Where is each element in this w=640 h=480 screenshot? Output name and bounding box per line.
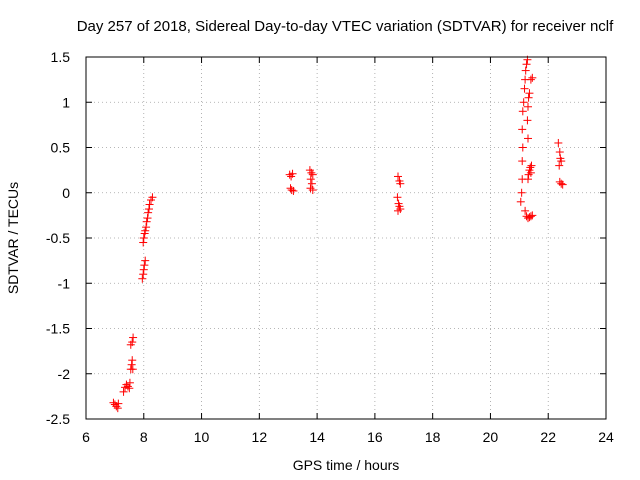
y-tick-label: 1 bbox=[62, 94, 70, 110]
data-point bbox=[306, 175, 315, 184]
data-point bbox=[524, 134, 532, 143]
data-point bbox=[145, 200, 154, 209]
data-point bbox=[139, 270, 148, 279]
data-point bbox=[127, 360, 136, 369]
data-point bbox=[143, 214, 152, 223]
data-point bbox=[524, 175, 532, 184]
x-tick-label: 18 bbox=[425, 429, 441, 445]
data-point bbox=[518, 107, 527, 116]
data-point bbox=[522, 60, 531, 69]
data-point bbox=[518, 125, 527, 134]
data-point bbox=[139, 234, 148, 242]
data-point bbox=[396, 179, 405, 188]
data-point bbox=[558, 180, 567, 189]
data-point bbox=[139, 265, 148, 274]
data-point bbox=[144, 208, 153, 217]
data-point bbox=[139, 238, 148, 247]
data-point bbox=[521, 66, 530, 75]
data-point bbox=[141, 226, 150, 235]
x-tick-label: 6 bbox=[82, 429, 90, 445]
data-point bbox=[288, 169, 297, 178]
data-point bbox=[287, 186, 296, 195]
data-point bbox=[526, 168, 535, 177]
data-point bbox=[308, 186, 317, 195]
data-point bbox=[528, 211, 537, 220]
data-point bbox=[557, 157, 566, 166]
data-point bbox=[516, 197, 525, 206]
data-point bbox=[524, 102, 532, 111]
data-point bbox=[289, 186, 298, 195]
data-point bbox=[523, 116, 532, 125]
data-point bbox=[141, 256, 150, 265]
data-point bbox=[526, 212, 535, 221]
y-ticks: -2.5 -2 -1.5 -1 -0.5 0 0.5 1 1.5 bbox=[46, 49, 606, 427]
data-point bbox=[528, 73, 537, 82]
data-point bbox=[129, 333, 138, 342]
data-point bbox=[125, 384, 134, 393]
plot-frame bbox=[85, 56, 607, 420]
x-tick-label: 22 bbox=[540, 429, 556, 445]
data-point bbox=[394, 172, 402, 181]
y-tick-label: 1.5 bbox=[51, 49, 71, 65]
y-tick-label: -0.5 bbox=[46, 230, 70, 246]
data-point bbox=[520, 84, 529, 93]
data-point bbox=[128, 365, 137, 374]
data-point bbox=[517, 188, 526, 197]
data-point bbox=[113, 404, 122, 413]
data-point bbox=[140, 261, 149, 270]
y-tick-label: -1.5 bbox=[46, 321, 70, 337]
y-tick-label: -1 bbox=[58, 275, 71, 291]
grid-lines bbox=[86, 57, 606, 419]
data-point bbox=[518, 143, 527, 152]
data-point bbox=[519, 98, 528, 107]
data-point bbox=[527, 161, 536, 170]
data-point bbox=[308, 170, 317, 179]
data-point bbox=[554, 138, 563, 147]
y-tick-label: -2 bbox=[58, 366, 71, 382]
data-point bbox=[526, 163, 535, 172]
data-points bbox=[109, 55, 567, 413]
data-point bbox=[123, 382, 132, 391]
data-point bbox=[396, 205, 405, 214]
data-point bbox=[555, 161, 564, 170]
data-point bbox=[526, 75, 535, 84]
x-tick-label: 20 bbox=[483, 429, 499, 445]
data-point bbox=[138, 274, 147, 283]
x-axis-label: GPS time / hours bbox=[293, 457, 400, 473]
data-point bbox=[148, 193, 157, 202]
y-axis-label: SDTVAR / TECUs bbox=[5, 182, 21, 294]
x-tick-label: 16 bbox=[367, 429, 383, 445]
x-ticks: 6 8 10 12 14 16 18 20 22 24 bbox=[82, 57, 614, 445]
data-point bbox=[555, 148, 564, 157]
data-point bbox=[557, 179, 566, 188]
y-tick-label: -2.5 bbox=[46, 411, 70, 427]
data-point bbox=[307, 179, 316, 188]
data-point bbox=[119, 387, 128, 396]
data-point bbox=[142, 217, 151, 226]
x-tick-label: 24 bbox=[598, 429, 614, 445]
x-tick-label: 14 bbox=[309, 429, 325, 445]
x-tick-label: 8 bbox=[140, 429, 148, 445]
data-point bbox=[144, 205, 153, 214]
data-point bbox=[393, 193, 402, 202]
data-point bbox=[518, 157, 527, 166]
x-tick-label: 12 bbox=[252, 429, 268, 445]
data-point bbox=[524, 93, 533, 102]
y-tick-label: 0 bbox=[62, 185, 70, 201]
data-point bbox=[114, 399, 123, 408]
data-point bbox=[125, 378, 134, 387]
data-point bbox=[142, 223, 151, 232]
data-point bbox=[525, 89, 534, 98]
data-point bbox=[128, 356, 137, 365]
data-point bbox=[521, 206, 530, 215]
data-point bbox=[128, 338, 137, 347]
y-tick-label: 0.5 bbox=[51, 140, 71, 156]
data-point bbox=[307, 168, 316, 177]
x-tick-label: 10 bbox=[194, 429, 210, 445]
chart-title: Day 257 of 2018, Sidereal Day-to-day VTE… bbox=[77, 18, 614, 35]
